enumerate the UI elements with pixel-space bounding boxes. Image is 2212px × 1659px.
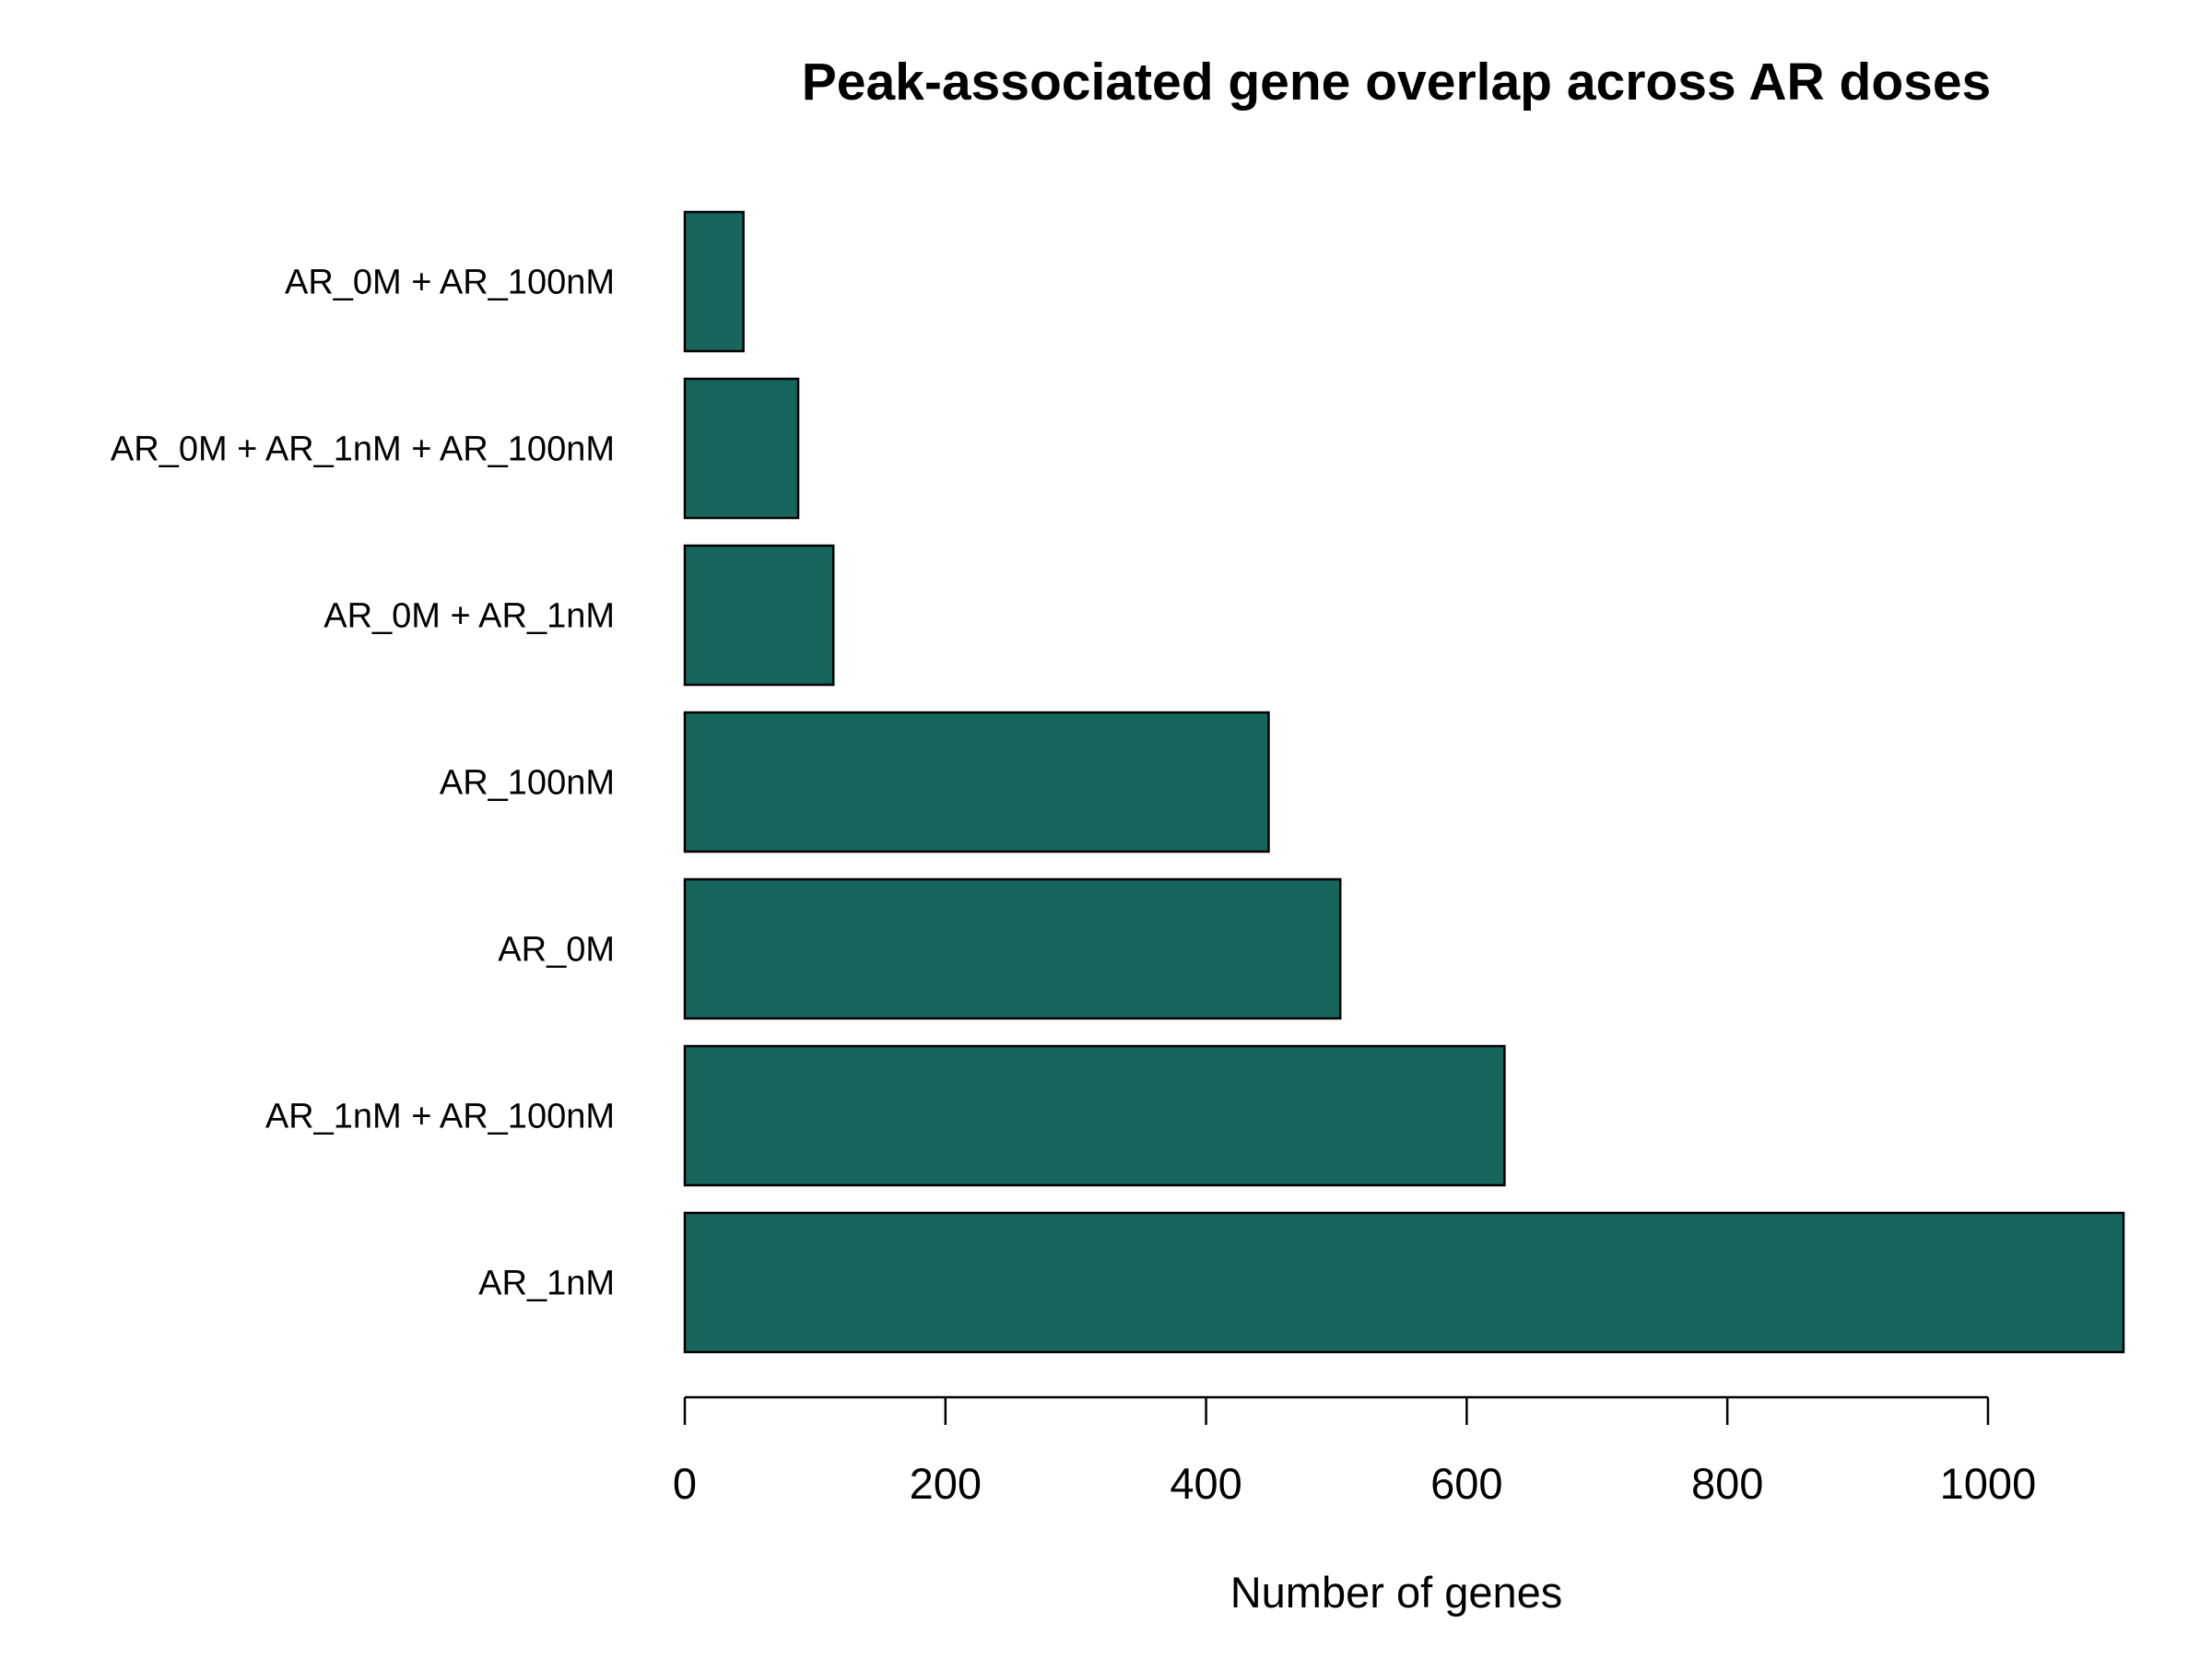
category-label: AR_0M + AR_1nM + AR_100nM [111, 430, 615, 469]
bar [683, 377, 800, 520]
category-label: AR_1nM [478, 1265, 615, 1303]
bar [683, 544, 835, 687]
x-tick-label: 600 [1430, 1459, 1502, 1508]
bar [683, 877, 1342, 1020]
x-axis: 0 200 400 600 800 1000 [673, 1395, 2037, 1508]
bar [683, 711, 1270, 853]
category-label: AR_0M + AR_100nM [285, 264, 615, 302]
category-labels: AR_1nM AR_1nM + AR_100nM AR_0M AR_100nM AR_0… [111, 264, 615, 1303]
category-label: AR_1nM + AR_100nM [265, 1098, 615, 1136]
x-tick-label: 0 [673, 1459, 697, 1508]
bar [683, 210, 745, 353]
category-label: AR_0M [498, 931, 615, 970]
bar [683, 1044, 1506, 1187]
x-tick-label: 400 [1170, 1459, 1241, 1508]
x-tick-label: 200 [910, 1459, 982, 1508]
bar [683, 1211, 2125, 1354]
bars-group [683, 210, 2125, 1354]
chart-title: Peak-associated gene overlap across AR d… [802, 53, 1992, 112]
category-label: AR_100nM [440, 764, 615, 803]
x-tick-label: 800 [1691, 1459, 1763, 1508]
x-tick-label: 1000 [1940, 1459, 2037, 1508]
category-label: AR_0M + AR_1nM [324, 597, 615, 636]
x-axis-label: Number of genes [1230, 1568, 1563, 1617]
